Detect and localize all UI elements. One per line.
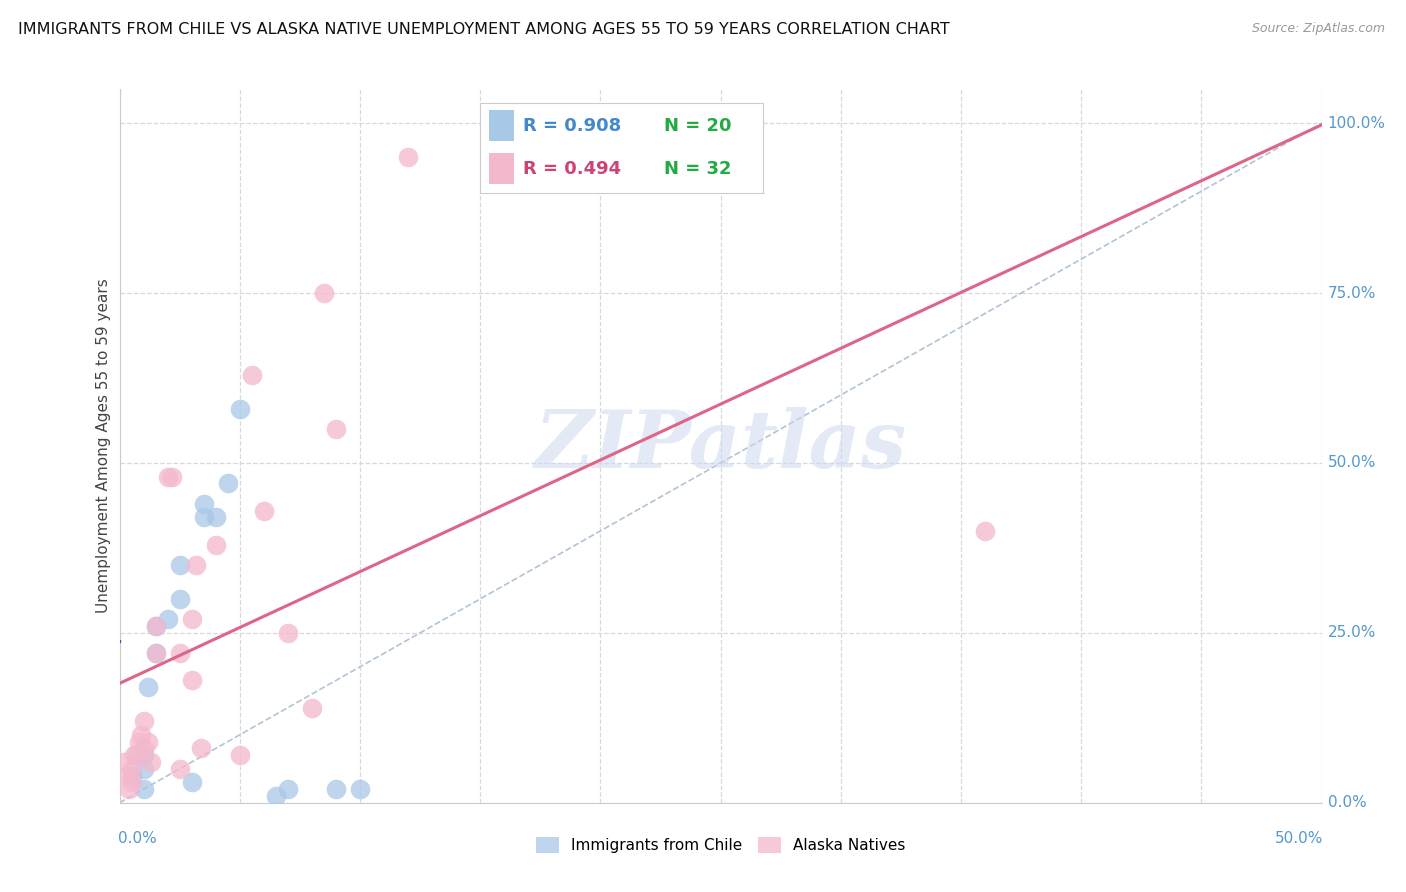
Point bbox=[125, 748, 148, 763]
Point bbox=[145, 646, 167, 660]
Point bbox=[132, 762, 155, 776]
Point bbox=[138, 734, 160, 748]
Point bbox=[180, 775, 202, 789]
Point bbox=[132, 748, 155, 763]
Point bbox=[253, 503, 276, 517]
Point bbox=[145, 619, 167, 633]
Point bbox=[121, 762, 143, 776]
Point bbox=[169, 762, 191, 776]
Point bbox=[180, 673, 202, 688]
Legend: Immigrants from Chile, Alaska Natives: Immigrants from Chile, Alaska Natives bbox=[530, 831, 911, 859]
Text: 50.0%: 50.0% bbox=[1274, 831, 1323, 847]
Text: IMMIGRANTS FROM CHILE VS ALASKA NATIVE UNEMPLOYMENT AMONG AGES 55 TO 59 YEARS CO: IMMIGRANTS FROM CHILE VS ALASKA NATIVE U… bbox=[18, 22, 950, 37]
Text: 50.0%: 50.0% bbox=[1327, 456, 1376, 470]
Text: 100.0%: 100.0% bbox=[1327, 116, 1386, 131]
Point bbox=[193, 497, 215, 511]
Point bbox=[145, 619, 167, 633]
Text: 0.0%: 0.0% bbox=[1327, 796, 1367, 810]
Text: Source: ZipAtlas.com: Source: ZipAtlas.com bbox=[1251, 22, 1385, 36]
Point bbox=[129, 728, 152, 742]
Point bbox=[204, 537, 226, 551]
Text: ZIPatlas: ZIPatlas bbox=[534, 408, 907, 484]
Point bbox=[121, 775, 143, 789]
Point bbox=[128, 734, 150, 748]
Point bbox=[156, 469, 179, 483]
Point bbox=[277, 782, 299, 797]
Point bbox=[396, 150, 419, 164]
Point bbox=[121, 769, 143, 783]
Point bbox=[204, 510, 226, 524]
Point bbox=[217, 476, 239, 491]
Point bbox=[132, 782, 155, 797]
Point bbox=[325, 422, 347, 436]
Point bbox=[138, 680, 160, 694]
Point bbox=[325, 782, 347, 797]
Point bbox=[240, 368, 263, 382]
Point bbox=[145, 646, 167, 660]
Point bbox=[169, 646, 191, 660]
Point bbox=[156, 612, 179, 626]
Point bbox=[162, 469, 184, 483]
Point bbox=[228, 401, 250, 416]
Text: 0.0%: 0.0% bbox=[118, 831, 157, 847]
Point bbox=[312, 286, 335, 301]
Point bbox=[193, 510, 215, 524]
Point bbox=[169, 558, 191, 572]
Point bbox=[264, 789, 287, 803]
Text: 25.0%: 25.0% bbox=[1327, 625, 1376, 640]
Point bbox=[186, 558, 208, 572]
Point bbox=[190, 741, 212, 756]
Point bbox=[301, 700, 323, 714]
Point bbox=[122, 748, 145, 763]
Point bbox=[228, 748, 250, 763]
Point bbox=[132, 714, 155, 729]
Point bbox=[277, 626, 299, 640]
Point bbox=[180, 612, 202, 626]
Point bbox=[169, 591, 191, 606]
Point bbox=[974, 524, 997, 538]
Y-axis label: Unemployment Among Ages 55 to 59 years: Unemployment Among Ages 55 to 59 years bbox=[96, 278, 111, 614]
Point bbox=[132, 741, 155, 756]
Point bbox=[139, 755, 162, 769]
Point bbox=[115, 769, 138, 783]
Text: 75.0%: 75.0% bbox=[1327, 285, 1376, 301]
Point bbox=[349, 782, 371, 797]
Point bbox=[118, 782, 141, 797]
Point bbox=[112, 755, 135, 769]
